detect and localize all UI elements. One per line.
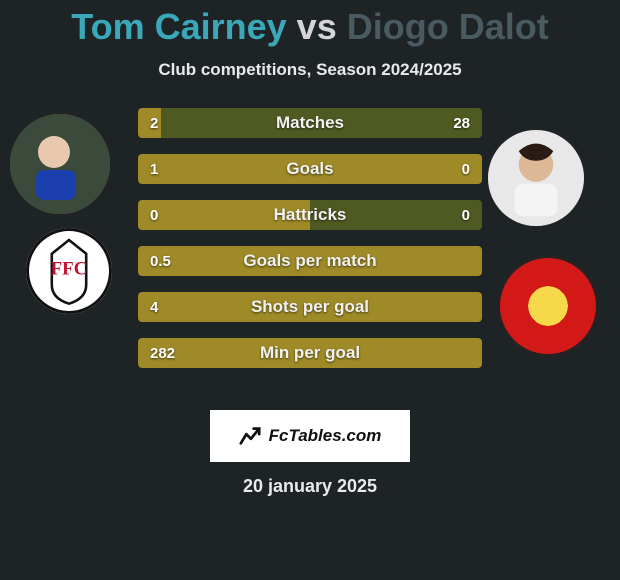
stat-label: Goals per match [138,246,482,276]
player1-avatar [10,114,110,214]
player2-name: Diogo Dalot [347,6,549,47]
stat-value-left: 2 [138,108,170,138]
player2-avatar [488,130,584,226]
stat-label: Shots per goal [138,292,482,322]
stat-label: Matches [138,108,482,138]
stat-value-left: 0.5 [138,246,183,276]
snapshot-date: 20 january 2025 [0,476,620,497]
club-crest-left: FFC [26,228,112,314]
stat-label: Goals [138,154,482,184]
stat-value-right [458,292,482,322]
comparison-title: Tom Cairney vs Diogo Dalot [0,0,620,48]
stat-value-right [458,246,482,276]
stat-value-right: 0 [450,200,482,230]
stat-row: Min per goal282 [138,338,482,368]
svg-text:FFC: FFC [51,258,88,279]
fctables-logo-icon [239,425,261,447]
branding-text: FcTables.com [269,426,382,446]
versus-text: vs [297,6,337,47]
stat-value-left: 0 [138,200,170,230]
stat-row: Goals1 0 [138,154,482,184]
stat-row: Goals per match0.5 [138,246,482,276]
stat-label: Hattricks [138,200,482,230]
stat-label: Min per goal [138,338,482,368]
player1-name: Tom Cairney [71,6,286,47]
comparison-stage: FFC Matches228Goals10Hattricks00Goals pe… [0,108,620,398]
stat-value-right: 0 [450,154,482,184]
stat-value-right: 28 [441,108,482,138]
stat-bars: Matches228Goals10Hattricks00Goals per ma… [138,108,482,384]
club-crest-right [498,256,598,356]
stat-value-left: 1 [138,154,170,184]
stat-row: Shots per goal4 [138,292,482,322]
stat-row: Matches2 28 [138,108,482,138]
stat-value-right [458,338,482,368]
stat-value-left: 4 [138,292,170,322]
branding-badge: FcTables.com [210,410,410,462]
stat-row: Hattricks0 0 [138,200,482,230]
stat-value-left: 282 [138,338,187,368]
subtitle: Club competitions, Season 2024/2025 [0,60,620,80]
